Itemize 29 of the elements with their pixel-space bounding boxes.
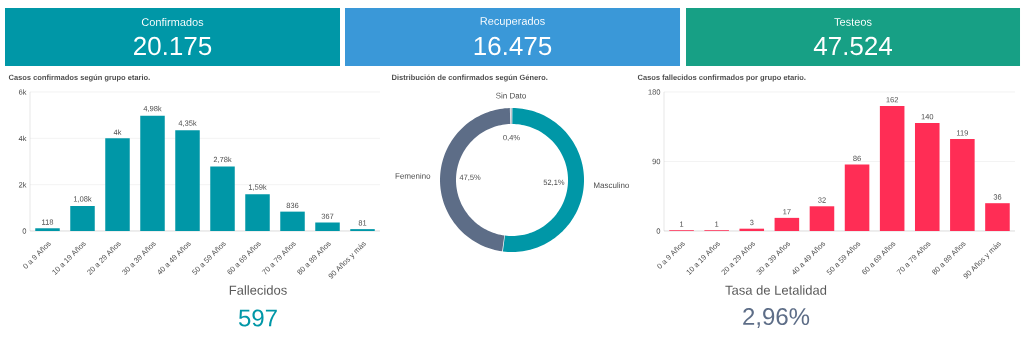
- slice-label: Femenino: [395, 172, 431, 179]
- bar: [315, 222, 340, 231]
- bar: [210, 166, 235, 231]
- text: Testeos: [834, 18, 872, 26]
- text: 2,96%: [743, 308, 810, 328]
- bar: [950, 139, 975, 231]
- text: 16.475: [474, 36, 552, 56]
- bar: [844, 164, 870, 231]
- text: 47.524: [813, 36, 893, 56]
- text: 20.175: [134, 36, 212, 56]
- text: 597: [238, 309, 277, 327]
- text: Confirmados: [141, 17, 204, 27]
- bar: [140, 115, 165, 231]
- bar: [774, 217, 800, 231]
- slice-label: Masculino: [594, 182, 630, 189]
- text: Fallecidos: [229, 285, 287, 295]
- bar: [35, 228, 60, 231]
- bar: [245, 194, 270, 231]
- bar: [914, 122, 940, 231]
- bar: [985, 203, 1010, 231]
- bar: [280, 211, 305, 231]
- bar: [105, 138, 130, 231]
- bar: [175, 130, 200, 231]
- bar: [879, 105, 905, 231]
- text: Recuperados: [480, 16, 545, 28]
- bar: [70, 205, 95, 231]
- bar: [809, 206, 835, 231]
- text: Tasa de Letalidad: [725, 285, 827, 295]
- slice-label: Sin Dato: [496, 92, 527, 99]
